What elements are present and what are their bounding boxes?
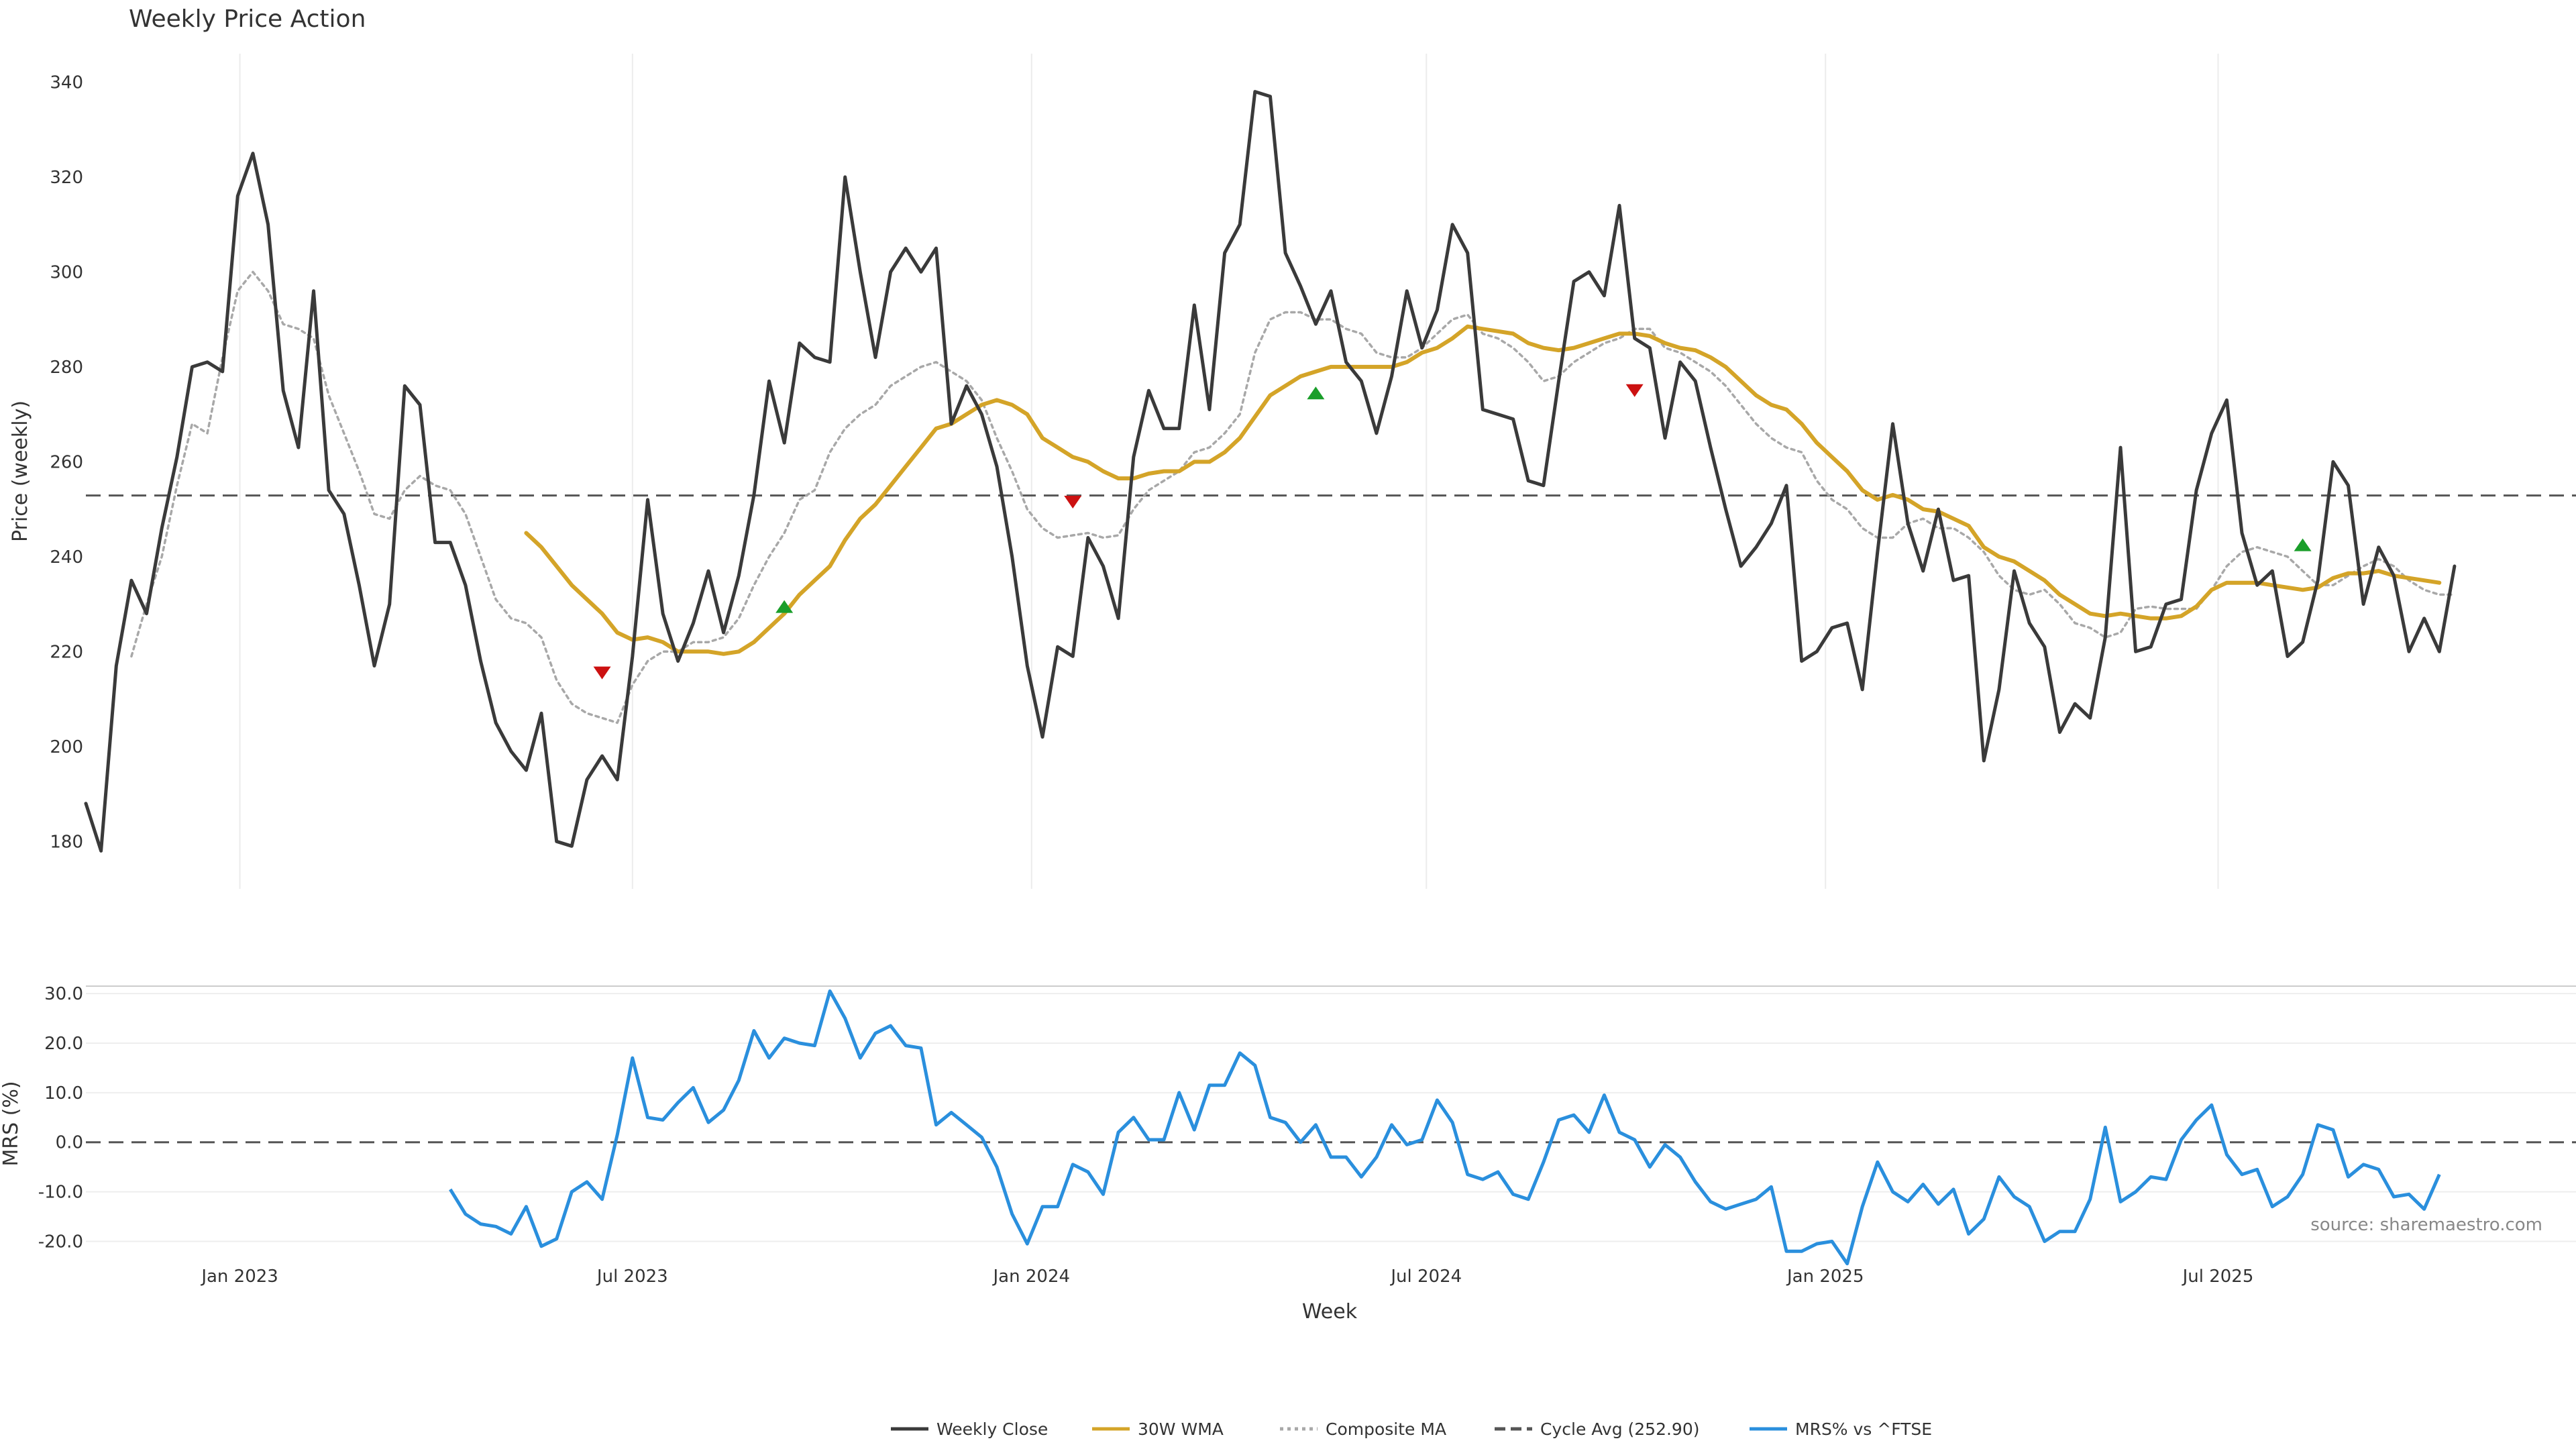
chart-legend: Weekly Close 30W WMA Composite MA Cycle Avg… bbox=[891, 1419, 1932, 1439]
legend-label: MRS% vs ^FTSE bbox=[1795, 1419, 1932, 1439]
signal-marker-up bbox=[775, 600, 794, 613]
price-y-ticks: 180 200 220 240 260 280 300 320 340 bbox=[50, 72, 83, 852]
price-y-tick-label: 280 bbox=[50, 358, 83, 378]
chart-title: Weekly Price Action bbox=[129, 5, 366, 33]
mrs-y-tick-label: -20.0 bbox=[38, 1232, 83, 1252]
legend-item-cycle-avg-252-90: Cycle Avg (252.90) bbox=[1495, 1419, 1700, 1439]
price-y-tick-label: 260 bbox=[50, 452, 83, 472]
signal-marker-down bbox=[1064, 495, 1082, 508]
signal-marker-up bbox=[2294, 538, 2312, 551]
price-y-tick-label: 300 bbox=[50, 262, 83, 282]
x-tick-label: Jul 2023 bbox=[596, 1267, 668, 1287]
mrs-y-tick-label: 10.0 bbox=[44, 1083, 83, 1104]
signal-markers bbox=[593, 384, 2312, 680]
x-tick-label: Jan 2024 bbox=[992, 1267, 1071, 1287]
mrs-y-tick-label: -10.0 bbox=[38, 1183, 83, 1203]
price-panel: 180 200 220 240 260 280 300 320 340 Weekly Price… bbox=[9, 5, 2576, 889]
x-tick-label: Jan 2023 bbox=[200, 1267, 278, 1287]
legend-item-composite-ma: Composite MA bbox=[1280, 1419, 1446, 1439]
legend-item-weekly-close: Weekly Close bbox=[891, 1419, 1048, 1439]
legend-label: Composite MA bbox=[1326, 1419, 1446, 1439]
price-y-tick-label: 240 bbox=[50, 547, 83, 568]
x-tick-labels: Jan 2023 Jul 2023 Jan 2024 Jul 2024 Jan 2025… bbox=[200, 1267, 2253, 1287]
signal-marker-up bbox=[1307, 386, 1325, 400]
x-axis-label: Week bbox=[1302, 1300, 1358, 1324]
mrs-panel: -20.0 -10.0 0.0 10.0 20.0 30.0 Jan 2023 Jul 20… bbox=[0, 984, 2576, 1324]
series-line-30w-wma bbox=[524, 324, 2442, 656]
x-tick-label: Jan 2025 bbox=[1786, 1267, 1864, 1287]
price-y-tick-label: 180 bbox=[50, 832, 83, 852]
legend-label: Cycle Avg (252.90) bbox=[1540, 1419, 1700, 1439]
source-note: source: sharemaestro.com bbox=[2310, 1215, 2542, 1235]
mrs-panel-grid bbox=[86, 993, 2576, 1242]
price-y-tick-label: 340 bbox=[50, 72, 83, 93]
legend-label: Weekly Close bbox=[936, 1419, 1048, 1439]
price-panel-grid bbox=[239, 54, 2219, 889]
mrs-y-axis-label: MRS (%) bbox=[0, 1081, 23, 1166]
mrs-panel-series bbox=[449, 989, 2441, 1266]
mrs-y-tick-label: 0.0 bbox=[56, 1133, 83, 1153]
legend-item-30w-wma: 30W WMA bbox=[1092, 1419, 1224, 1439]
signal-marker-down bbox=[1625, 384, 1644, 397]
price-y-tick-label: 220 bbox=[50, 642, 83, 662]
price-panel-series bbox=[84, 90, 2457, 853]
series-line-weekly-close bbox=[84, 90, 2457, 853]
x-tick-label: Jul 2025 bbox=[2182, 1267, 2254, 1287]
price-y-tick-label: 320 bbox=[50, 168, 83, 188]
x-tick-label: Jul 2024 bbox=[1389, 1267, 1462, 1287]
price-y-tick-label: 200 bbox=[50, 737, 83, 757]
mrs-y-tick-label: 20.0 bbox=[44, 1034, 83, 1054]
price-y-axis-label: Price (weekly) bbox=[9, 400, 32, 542]
legend-item-mrs-vs-ftse: MRS% vs ^FTSE bbox=[1750, 1419, 1932, 1439]
signal-marker-down bbox=[593, 666, 611, 680]
legend-label: 30W WMA bbox=[1138, 1419, 1224, 1439]
series-line-composite-ma bbox=[130, 270, 2456, 724]
series-line-mrs-vs-ftse bbox=[449, 989, 2441, 1266]
mrs-y-ticks: -20.0 -10.0 0.0 10.0 20.0 30.0 bbox=[38, 984, 83, 1252]
mrs-y-tick-label: 30.0 bbox=[44, 984, 83, 1004]
